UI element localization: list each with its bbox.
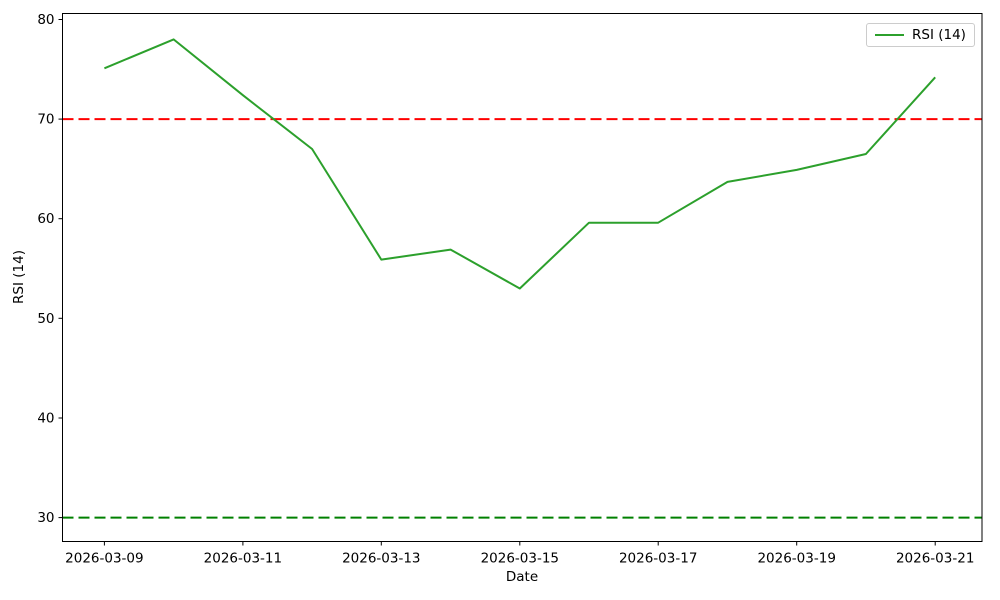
x-tick-label: 2026-03-15: [481, 551, 559, 567]
y-tick-label: 50: [37, 311, 54, 327]
x-tick-label: 2026-03-13: [342, 551, 420, 567]
legend: RSI (14): [866, 23, 975, 47]
x-tick-label: 2026-03-11: [204, 551, 282, 567]
legend-line-sample: [875, 34, 904, 36]
y-tick-label: 80: [37, 12, 54, 28]
x-axis-title: Date: [505, 569, 539, 585]
y-tick-label: 30: [37, 510, 54, 526]
x-tick-label: 2026-03-19: [757, 551, 835, 567]
y-axis-title: RSI (14): [11, 250, 27, 304]
plot-frame: [62, 13, 983, 542]
legend-label: RSI (14): [912, 27, 966, 43]
x-tick-label: 2026-03-09: [65, 551, 143, 567]
x-tick-label: 2026-03-21: [896, 551, 974, 567]
rsi-series-line: [104, 38, 936, 290]
y-tick-label: 70: [37, 112, 54, 128]
x-tick-label: 2026-03-17: [619, 551, 697, 567]
y-tick-label: 40: [37, 411, 54, 427]
y-tick-label: 60: [37, 211, 54, 227]
